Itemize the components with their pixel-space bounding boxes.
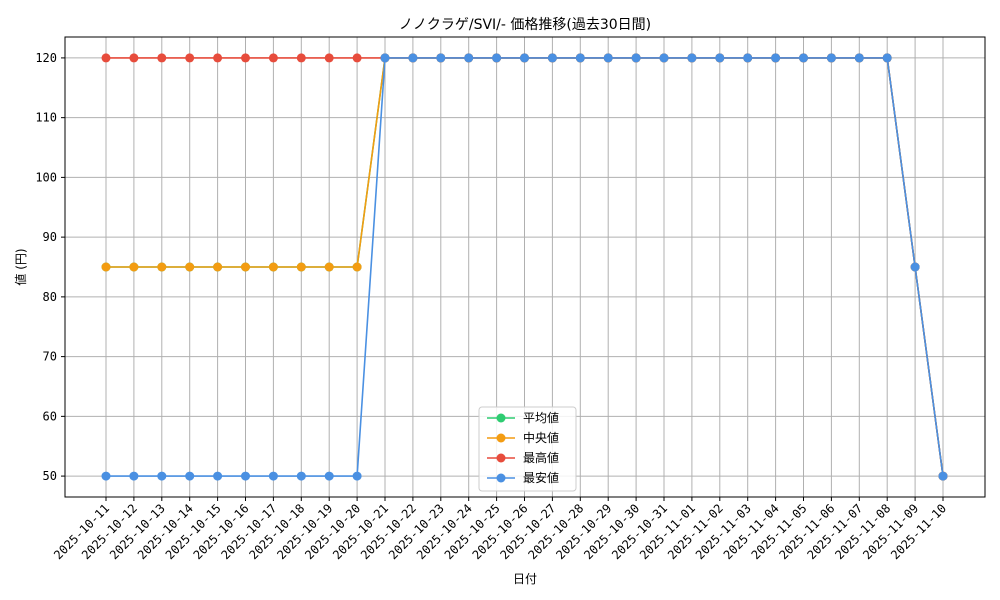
data-point [464,53,474,63]
data-point [631,53,641,63]
legend-swatch-marker [496,473,506,483]
legend-label: 最安値 [523,470,559,485]
data-point [157,262,167,272]
chart-title: ノノクラゲ/SVI/- 価格推移(過去30日間) [399,17,651,33]
data-point [938,471,948,481]
data-point [157,471,167,481]
data-point [241,471,250,481]
data-point [380,53,390,63]
data-point [213,53,223,63]
data-point [157,53,167,63]
data-point [241,53,250,63]
data-point [771,53,781,63]
data-point [185,262,195,272]
data-point [492,53,502,63]
data-point [575,53,585,63]
data-point [185,53,195,63]
y-tick-label: 110 [35,111,57,125]
legend-label: 最高値 [523,450,559,465]
data-point [715,53,725,63]
y-tick-label: 120 [35,51,57,65]
data-point [296,471,306,481]
data-point [659,53,669,63]
legend-label: 平均値 [523,410,559,425]
y-tick-label: 50 [43,469,57,483]
data-point [129,471,139,481]
data-point [520,53,529,63]
data-point [296,262,306,272]
data-point [436,53,446,63]
data-point [324,262,334,272]
y-tick-label: 60 [43,409,57,423]
data-point [324,53,334,63]
data-point [101,262,111,272]
data-point [854,53,864,63]
data-point [799,53,808,63]
data-point [687,53,697,63]
data-point [352,471,362,481]
data-point [882,53,892,63]
data-point [352,53,362,63]
y-axis-label: 値 (円) [13,248,28,285]
y-tick-label: 70 [43,350,57,364]
data-point [603,53,613,63]
series-group [101,53,948,481]
y-tick-label: 90 [43,230,57,244]
data-point [296,53,306,63]
data-point [101,53,111,63]
data-point [185,471,195,481]
legend-label: 中央値 [523,430,559,445]
data-point [324,471,334,481]
legend-swatch-marker [496,413,506,423]
data-point [213,262,223,272]
data-point [268,471,278,481]
legend-box [478,406,577,492]
y-tick-label: 100 [35,170,57,184]
data-point [547,53,557,63]
data-point [743,53,753,63]
y-tick-label: 80 [43,290,57,304]
data-point [268,262,278,272]
data-point [910,262,920,272]
data-point [408,53,418,63]
data-point [129,53,139,63]
data-point [826,53,836,63]
x-axis-label: 日付 [513,572,537,586]
data-point [241,262,250,272]
data-point [352,262,362,272]
data-point [129,262,139,272]
y-axis-ticks: 50 60 70 80 90 100 110 120 [35,51,65,483]
data-point [213,471,223,481]
x-axis-ticks: 2025-10-112025-10-122025-10-132025-10-14… [51,497,949,562]
data-point [101,471,111,481]
legend-swatch-marker [496,453,506,463]
data-point [268,53,278,63]
legend-swatch-marker [496,433,506,443]
